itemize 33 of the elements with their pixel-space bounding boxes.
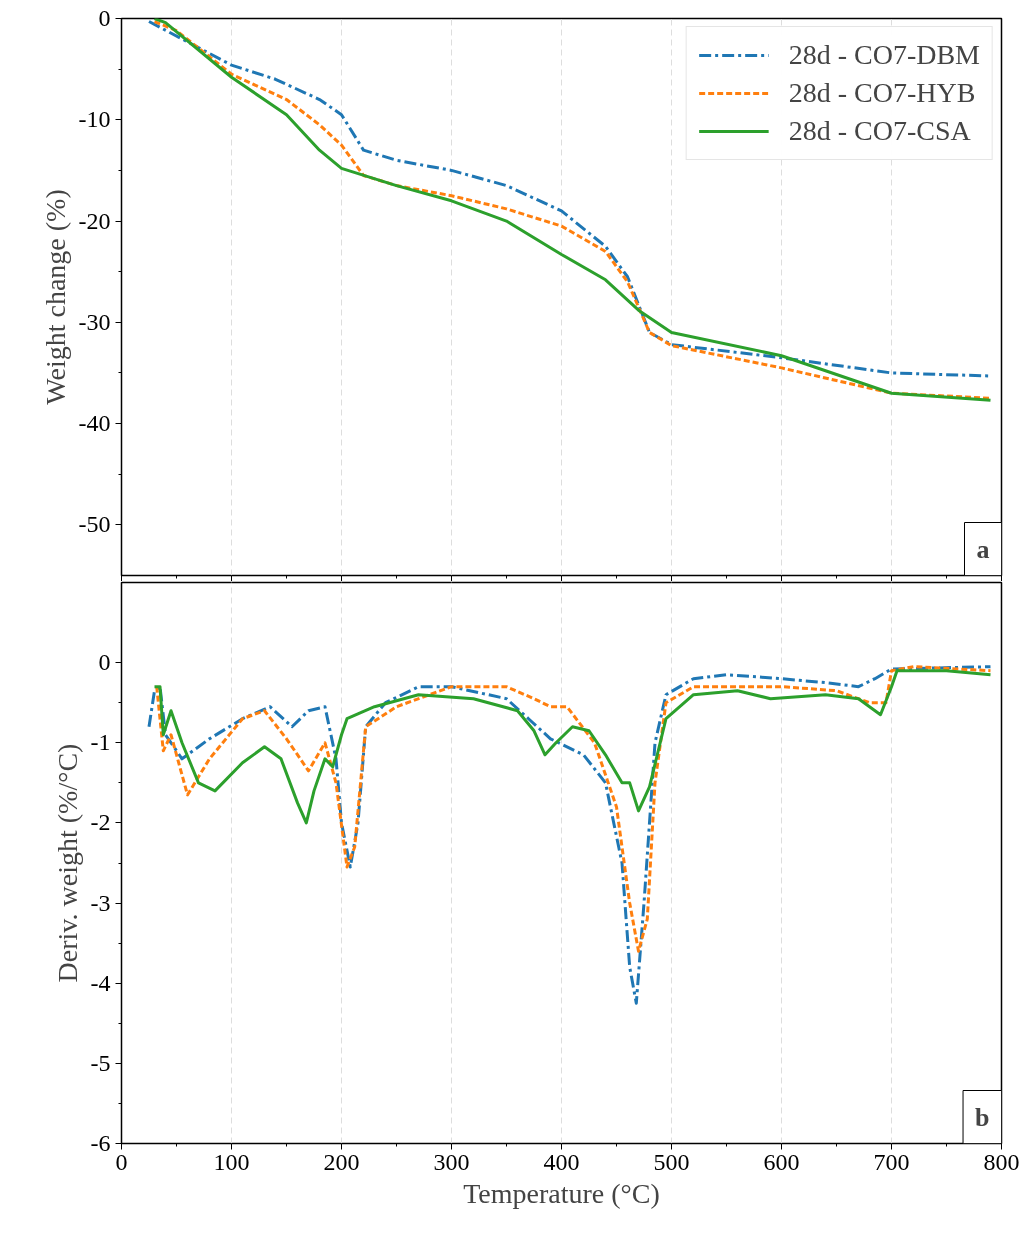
y-tick-label: -6: [90, 1130, 111, 1156]
y-tick-label: -50: [78, 511, 111, 538]
y-tick-label: -40: [78, 410, 111, 437]
y-tick-label: 0: [98, 649, 111, 676]
line-series: [147, 665, 992, 1005]
y-tick-label: -10: [78, 106, 111, 133]
y-tick-label: -4: [90, 969, 111, 996]
y-tick-label: -5: [90, 1049, 111, 1076]
legend-label: 28d - CO7-DBM: [788, 39, 980, 71]
x-tick-label: 0: [115, 1148, 128, 1175]
annotation: a: [976, 534, 990, 564]
x-tick-label: 200: [323, 1148, 360, 1175]
x-tick-label: 700: [873, 1148, 910, 1175]
x-tick-label: 600: [763, 1148, 800, 1175]
y-tick-label: -1: [90, 729, 111, 756]
x-tick-label: 800: [983, 1148, 1020, 1175]
line-series: [153, 669, 992, 825]
legend-label: 28d - CO7-HYB: [788, 77, 976, 109]
x-tick-label: 100: [213, 1148, 250, 1175]
line-series: [155, 665, 992, 953]
x-tick-label: 300: [433, 1148, 470, 1175]
y-tick-label: -3: [90, 889, 111, 916]
annotation: b: [975, 1102, 990, 1132]
y-axis-title: Deriv. weight (%/°C): [51, 743, 83, 983]
y-tick-label: -2: [90, 809, 111, 836]
y-tick-label: 0: [98, 5, 111, 31]
x-tick-label: 500: [653, 1148, 690, 1175]
y-tick-label: -30: [78, 308, 111, 335]
x-tick-label: 400: [543, 1148, 580, 1175]
legend-label: 28d - CO7-CSA: [788, 115, 971, 147]
x-axis-title: Temperature (°C): [463, 1177, 660, 1209]
y-axis-title: Weight change (%): [39, 189, 71, 405]
y-tick-label: -20: [78, 207, 111, 234]
